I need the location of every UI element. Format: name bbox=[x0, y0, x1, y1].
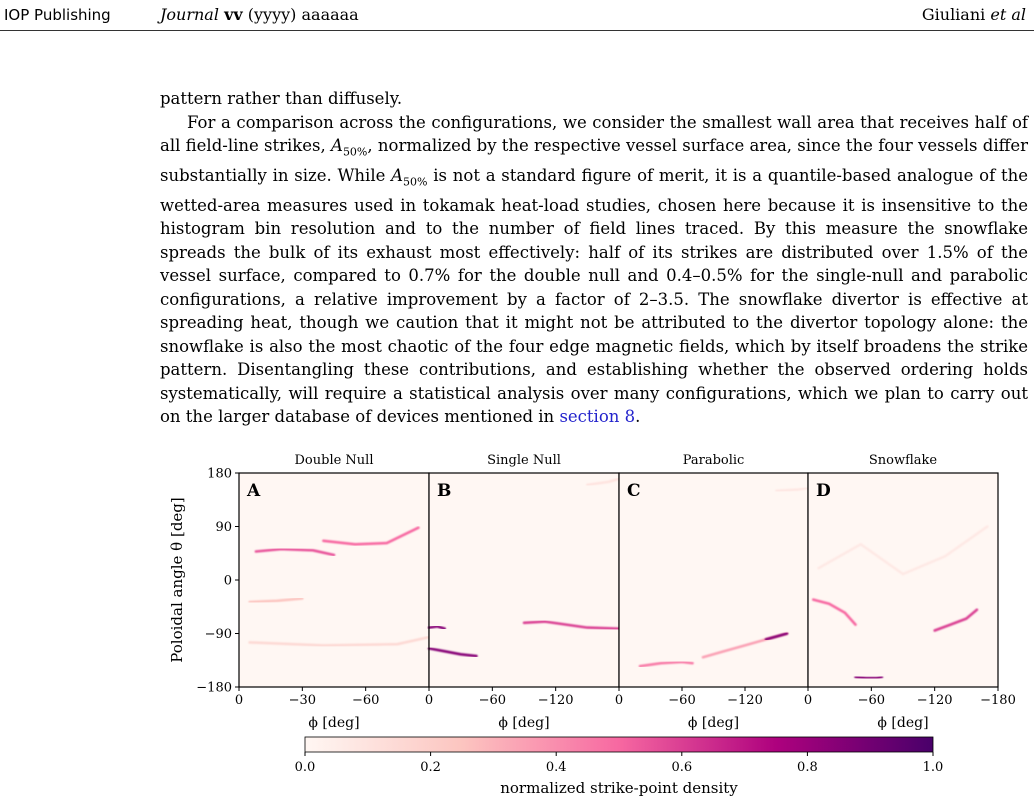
colorbar-tick-label: 0.0 bbox=[295, 760, 316, 775]
paragraph-2-part-c: is not a standard figure of merit, it is… bbox=[160, 165, 1028, 427]
strike-stripe-1 bbox=[812, 598, 857, 626]
panel-title: Snowflake bbox=[869, 453, 938, 468]
x-tick-label: −60 bbox=[352, 693, 379, 708]
paragraph-2-end: . bbox=[635, 407, 641, 427]
y-tick-label: −90 bbox=[205, 627, 232, 642]
x-tick-label: 0 bbox=[804, 693, 812, 708]
panel-a: Double Null A 0 −30 −60 ϕ [deg] 180 90 0 −90 −180 bbox=[196, 453, 431, 731]
article-number: aaaaaa bbox=[301, 5, 359, 24]
strike-stripe-2 bbox=[933, 608, 979, 632]
panel-title: Double Null bbox=[295, 453, 374, 468]
symbol-a50: A bbox=[331, 136, 343, 155]
panel-d: Snowflake D 0 −60 −120 −180 ϕ [deg] bbox=[804, 453, 1016, 731]
panel-letter: C bbox=[627, 481, 641, 501]
x-axis-label: ϕ [deg] bbox=[877, 715, 928, 731]
x-tick-label: −120 bbox=[917, 693, 953, 708]
x-axis-label: ϕ [deg] bbox=[498, 715, 549, 731]
colorbar-tick-label: 0.2 bbox=[420, 760, 441, 775]
x-tick-label: −60 bbox=[479, 693, 506, 708]
paragraph-2-part-b: , normalized by the respective vessel su… bbox=[160, 136, 1028, 185]
strike-stripe-3 bbox=[854, 675, 884, 680]
page-header: IOP Publishing Journal vv (yyyy) aaaaaa … bbox=[0, 0, 1034, 31]
journal-reference: Journal vv (yyyy) aaaaaa bbox=[160, 5, 359, 24]
colorbar-gradient bbox=[304, 736, 934, 753]
x-tick-label: −180 bbox=[980, 693, 1016, 708]
running-authors: Giuliani et al bbox=[922, 5, 1026, 24]
paragraph-2-part-a: For a comparison across the configuratio… bbox=[160, 112, 1028, 156]
panel-letter: D bbox=[816, 481, 831, 501]
section-8-link[interactable]: section 8 bbox=[559, 407, 636, 427]
y-tick-label: 0 bbox=[224, 574, 232, 589]
strike-stripe-4 bbox=[817, 525, 989, 576]
panel-background bbox=[239, 473, 429, 687]
strike-stripe-4 bbox=[248, 635, 431, 647]
panel-title: Parabolic bbox=[683, 453, 745, 468]
author-name: Giuliani bbox=[921, 5, 986, 24]
strike-stripe-4 bbox=[586, 477, 621, 487]
strike-stripe-3 bbox=[764, 632, 789, 641]
x-tick-label: −120 bbox=[727, 693, 763, 708]
journal-volume: vv bbox=[224, 5, 243, 24]
panel-background bbox=[808, 473, 998, 687]
panel-title: Single Null bbox=[487, 453, 561, 468]
x-axis-label: ϕ [deg] bbox=[308, 715, 359, 731]
panel-frame bbox=[807, 472, 999, 688]
strike-stripe-2 bbox=[427, 647, 478, 658]
journal-name: Journal bbox=[160, 5, 219, 24]
panel-background bbox=[619, 473, 808, 687]
body-text: pattern rather than diffusely. For a com… bbox=[160, 87, 1028, 429]
strike-stripe-3 bbox=[248, 597, 304, 604]
colorbar-tick-label: 0.8 bbox=[797, 760, 818, 775]
symbol-a50-second-subscript: 50% bbox=[403, 175, 428, 189]
colorbar-label: normalized strike-point density bbox=[500, 779, 738, 797]
y-tick-label: −180 bbox=[196, 681, 232, 696]
x-tick-label: −60 bbox=[858, 693, 885, 708]
paragraph-2: For a comparison across the configuratio… bbox=[160, 111, 1028, 429]
x-tick-label: 0 bbox=[615, 693, 623, 708]
colorbar: 0.0 0.2 0.4 0.6 0.8 1.0 normalized strike-poi… bbox=[295, 736, 944, 797]
y-tick-label: 180 bbox=[207, 467, 232, 482]
strike-stripe-1 bbox=[638, 660, 694, 668]
panel-c: Parabolic C 0 −60 −120 ϕ [deg] bbox=[615, 453, 810, 731]
x-tick-label: −120 bbox=[538, 693, 574, 708]
paragraph-1: pattern rather than diffusely. bbox=[160, 89, 403, 108]
strike-stripe-3 bbox=[522, 620, 621, 630]
panel-b: Single Null B 0 −60 −120 ϕ [deg] bbox=[425, 453, 621, 731]
panel-letter: A bbox=[246, 481, 261, 501]
x-tick-label: −60 bbox=[668, 693, 695, 708]
strike-stripe-2 bbox=[322, 526, 420, 546]
colorbar-tick-label: 1.0 bbox=[923, 760, 944, 775]
x-tick-label: 0 bbox=[235, 693, 243, 708]
author-etal: et al bbox=[990, 5, 1026, 24]
colorbar-tick-label: 0.6 bbox=[671, 760, 692, 775]
colorbar-ticks: 0.0 0.2 0.4 0.6 0.8 1.0 bbox=[295, 752, 944, 775]
journal-year: (yyyy) bbox=[247, 5, 297, 24]
strike-stripe-4 bbox=[775, 486, 810, 493]
y-tick-label: 90 bbox=[215, 520, 232, 535]
y-axis-label: Poloidal angle θ [deg] bbox=[168, 497, 186, 662]
strike-stripe-1 bbox=[254, 547, 336, 557]
x-axis-label: ϕ [deg] bbox=[688, 715, 739, 731]
panel-letter: B bbox=[437, 481, 451, 501]
x-tick-label: 0 bbox=[425, 693, 433, 708]
x-tick-label: −30 bbox=[289, 693, 316, 708]
panel-background bbox=[429, 473, 619, 687]
publisher-name: IOP Publishing bbox=[4, 6, 111, 24]
colorbar-tick-label: 0.4 bbox=[546, 760, 567, 775]
symbol-a50-second: A bbox=[391, 165, 404, 185]
strike-stripe-1 bbox=[427, 625, 447, 630]
symbol-a50-subscript: 50% bbox=[342, 145, 368, 159]
